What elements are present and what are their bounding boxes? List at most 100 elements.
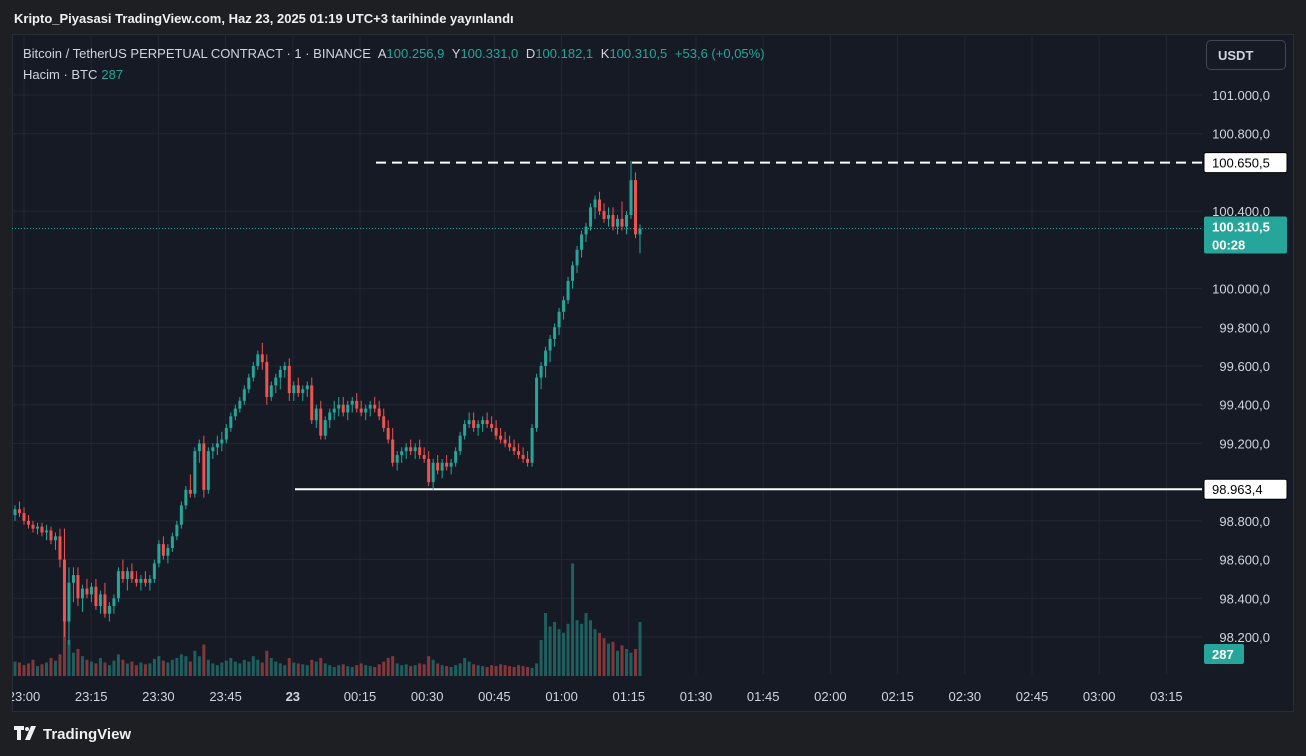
- candle-body: [409, 447, 413, 452]
- dashed-line-price-label[interactable]: 100.650,5: [1203, 152, 1288, 174]
- candle-body: [184, 489, 188, 506]
- candle-body: [269, 385, 273, 397]
- last-price-label[interactable]: 100.310,5 00:28: [1204, 216, 1287, 254]
- time-tick-label: 02:15: [881, 689, 914, 704]
- price-tick-label: 100.800,0: [1212, 127, 1270, 142]
- candle-body: [220, 439, 224, 444]
- volume-bar: [292, 662, 296, 676]
- volume-bar: [611, 641, 615, 676]
- candle-body: [71, 575, 75, 583]
- volume-bar: [287, 658, 291, 676]
- candle-body: [548, 338, 552, 351]
- candle-body: [179, 505, 183, 525]
- high-label: Y: [451, 46, 461, 61]
- volume-bar: [283, 665, 287, 676]
- candle-body: [638, 228, 642, 235]
- tradingview-icon: [14, 726, 38, 743]
- candle-body: [224, 427, 228, 440]
- volume-bar: [319, 658, 323, 676]
- candle-body: [571, 265, 575, 281]
- candle-body: [148, 578, 152, 583]
- candle-body: [292, 385, 296, 394]
- price-tick-label: 100.000,0: [1212, 282, 1270, 297]
- volume-bar: [202, 644, 206, 676]
- volume-bar: [638, 622, 642, 676]
- candle-body: [319, 408, 323, 436]
- volume-bar: [229, 658, 233, 676]
- candle-body: [535, 377, 539, 428]
- candle-body: [215, 443, 219, 448]
- candle-body: [247, 377, 251, 390]
- candle-body: [395, 455, 399, 463]
- volume-bar: [467, 661, 471, 676]
- open-value: 100.256,9: [386, 46, 445, 61]
- candle-body: [490, 424, 494, 428]
- candlestick-chart[interactable]: 101.000,0 100.800,0 100.400,0 100.000,0 99.8…: [12, 34, 1294, 712]
- volume-bar: [530, 667, 534, 676]
- volume-bar: [449, 667, 453, 676]
- candle-body: [341, 404, 345, 413]
- time-tick-label: 01:30: [680, 689, 713, 704]
- candle-body: [562, 300, 566, 312]
- volume-bar: [562, 632, 566, 676]
- volume-bar: [553, 622, 557, 676]
- time-tick-label: 01:45: [747, 689, 780, 704]
- volume-bar: [98, 658, 102, 676]
- time-tick-label: 00:45: [478, 689, 511, 704]
- candle-body: [206, 451, 210, 490]
- volume-bar: [409, 666, 413, 676]
- candle-body: [238, 400, 242, 409]
- volume-value: 287: [101, 67, 124, 82]
- volume-bar: [80, 656, 84, 676]
- candle-body: [193, 451, 197, 494]
- candle-body: [598, 199, 602, 212]
- solid-line-price-label[interactable]: 98.963,4: [1203, 478, 1288, 500]
- price-label-text: 100.650,5: [1212, 156, 1270, 171]
- volume-legend[interactable]: Hacim · BTC 287: [23, 67, 123, 82]
- volume-bar: [314, 661, 318, 676]
- grid-lines: [12, 34, 1202, 674]
- candle-body: [166, 547, 170, 556]
- time-tick-label: 23:30: [142, 689, 175, 704]
- candle-body: [553, 327, 557, 339]
- volume-bar: [368, 666, 372, 676]
- candle-body: [418, 447, 422, 456]
- candle-body: [508, 443, 512, 448]
- time-tick-label: 02:00: [814, 689, 847, 704]
- volume-bar: [328, 665, 332, 676]
- candle-body: [445, 462, 449, 467]
- volume-bar: [193, 650, 197, 676]
- volume-bar: [323, 663, 327, 676]
- candle-body: [265, 362, 269, 397]
- volume-bar: [539, 640, 543, 676]
- candle-body: [629, 180, 633, 216]
- candle-body: [76, 575, 80, 599]
- candle-body: [485, 420, 489, 425]
- candle-body: [499, 435, 503, 440]
- candle-body: [188, 489, 192, 494]
- volume-bar: [359, 663, 363, 676]
- currency-button[interactable]: USDT: [1206, 40, 1286, 70]
- candle-body: [116, 571, 120, 599]
- tradingview-logo[interactable]: TradingView: [14, 726, 131, 743]
- candle-body: [521, 455, 525, 459]
- candle-body: [530, 427, 534, 463]
- volume-bar: [296, 663, 300, 676]
- candle-body: [539, 366, 543, 378]
- volume-bar: [584, 613, 588, 676]
- volume-bar: [71, 652, 75, 676]
- volume-bar: [436, 663, 440, 676]
- volume-bar: [247, 661, 251, 676]
- volume-bar: [382, 661, 386, 676]
- candle-body: [337, 404, 341, 409]
- volume-bar: [31, 659, 35, 676]
- volume-bar: [116, 654, 120, 676]
- candle-body: [400, 451, 404, 456]
- volume-bar: [260, 662, 264, 676]
- volume-bar: [440, 665, 444, 676]
- volume-bar: [157, 656, 161, 676]
- symbol-title[interactable]: Bitcoin / TetherUS PERPETUAL CONTRACT · …: [23, 46, 371, 61]
- candle-body: [125, 571, 129, 579]
- candle-body: [251, 366, 255, 378]
- volume-price-label[interactable]: 287: [1204, 644, 1244, 664]
